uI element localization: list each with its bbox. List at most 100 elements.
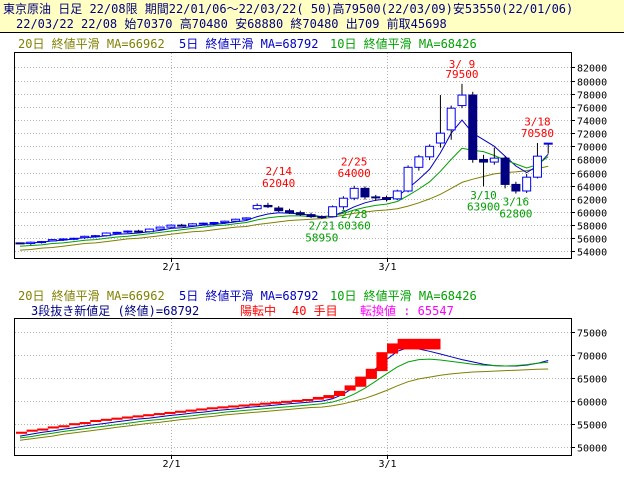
price-x-tick-label: 3/1: [378, 262, 396, 273]
renko-ma-line-0: [19, 368, 549, 441]
candle-body: [500, 157, 510, 185]
price-y-tick-label: 64000: [577, 183, 607, 194]
renko-brick: [100, 418, 112, 421]
candle-body: [295, 212, 305, 216]
renko-brick: [47, 426, 59, 429]
candle-body: [522, 176, 532, 192]
candle-body: [511, 183, 521, 192]
price-legend-ma10: 10日 終値平滑 MA=68426: [330, 36, 477, 51]
renko-y-tick-label: 65000: [577, 375, 607, 386]
renko-brick: [26, 429, 38, 432]
renko-brick: [323, 395, 335, 399]
candle-body: [306, 214, 316, 218]
price-annotation-label: 2/28: [341, 208, 368, 221]
candle-body: [392, 190, 402, 200]
candle-body: [90, 235, 100, 238]
candle-body: [479, 158, 489, 163]
candle-body: [543, 142, 553, 145]
candle-body: [457, 94, 467, 107]
renko-brick: [196, 408, 208, 411]
price-annotation-label: 3/10: [470, 189, 497, 202]
price-annotation-label: 63900: [467, 201, 500, 214]
price-y-tick-label: 60000: [577, 209, 607, 220]
candle-body: [187, 223, 197, 227]
candle-body: [349, 187, 359, 199]
candle-body: [155, 226, 165, 230]
price-x-axis: 2/1 3/1: [162, 258, 397, 273]
price-annotation-label: 2/21: [309, 220, 336, 233]
candle-body: [489, 157, 499, 163]
price-annotation-label: 60360: [338, 220, 371, 233]
renko-brick: [164, 411, 176, 414]
candle-body: [80, 235, 90, 239]
candle-body: [101, 232, 111, 237]
candle-body: [317, 216, 327, 219]
candle-body: [123, 230, 133, 233]
renko-brick: [429, 338, 441, 350]
price-y-tick-label: 54000: [577, 248, 607, 259]
renko-x-tick-label: 2/1: [162, 459, 180, 470]
candle-body: [532, 155, 542, 178]
candle-body: [69, 237, 79, 240]
candle-body: [252, 204, 262, 210]
renko-info-reversal: 転換値 : 65547: [360, 303, 454, 318]
candle-body: [58, 238, 68, 241]
renko-brick: [132, 415, 144, 418]
price-y-tick-label: 76000: [577, 104, 607, 115]
renko-brick: [175, 410, 187, 413]
candle-body: [285, 210, 294, 214]
price-y-tick-label: 56000: [577, 235, 607, 246]
renko-info-state: 陽転中: [240, 303, 276, 318]
price-panel-frame: [14, 52, 572, 259]
candle-body: [425, 145, 435, 158]
price-annotation-label: 2/25: [341, 155, 368, 168]
price-ma-line-2: [19, 147, 549, 247]
renko-brick: [376, 352, 388, 372]
renko-brick: [344, 385, 356, 391]
renko-brick: [69, 423, 81, 426]
renko-bricks: [16, 338, 441, 434]
price-y-tick-label: 74000: [577, 117, 607, 128]
price-annotation-label: 2/14: [265, 165, 292, 178]
renko-brick: [281, 400, 293, 403]
renko-brick: [355, 376, 367, 387]
price-y-tick-label: 82000: [577, 64, 607, 75]
renko-grid: [15, 319, 571, 455]
price-y-tick-label: 72000: [577, 130, 607, 141]
header-line-1: 東京原油 日足 22/08限 期間22/01/06～22/03/22( 50)高…: [3, 1, 573, 16]
renko-brick: [228, 405, 240, 408]
renko-brick: [408, 338, 420, 350]
candle-body: [435, 132, 445, 144]
candle-body: [15, 242, 25, 245]
renko-x-tick-label: 3/1: [378, 459, 396, 470]
header-background: [0, 0, 624, 32]
price-y-tick-label: 70000: [577, 143, 607, 154]
price-annotation-label: 64000: [338, 167, 371, 180]
candle-body: [47, 239, 57, 242]
renko-legend-ma20: 20日 終値平滑 MA=66962: [18, 288, 165, 303]
renko-brick: [217, 406, 229, 409]
candle-body: [26, 241, 36, 245]
renko-brick: [334, 390, 346, 396]
renko-brick: [249, 403, 261, 406]
price-annotation-label: 58950: [305, 232, 338, 245]
candle-body: [414, 156, 424, 168]
renko-brick: [291, 399, 303, 402]
candle-body: [166, 224, 176, 228]
price-y-tick-label: 78000: [577, 91, 607, 102]
candle-body: [144, 228, 154, 233]
price-y-tick-label: 62000: [577, 196, 607, 207]
candle-body: [220, 220, 230, 224]
renko-x-axis: 2/1 3/1: [162, 455, 397, 470]
price-x-tick-label: 2/1: [162, 262, 180, 273]
price-y-tick-label: 68000: [577, 156, 607, 167]
candle-body: [198, 222, 208, 225]
candle-body: [338, 197, 348, 208]
candle-body: [241, 217, 251, 220]
renko-moving-averages: [19, 347, 549, 441]
candle-body: [446, 107, 456, 131]
price-annotation-label: 79500: [445, 68, 478, 81]
price-grid: [15, 53, 571, 258]
